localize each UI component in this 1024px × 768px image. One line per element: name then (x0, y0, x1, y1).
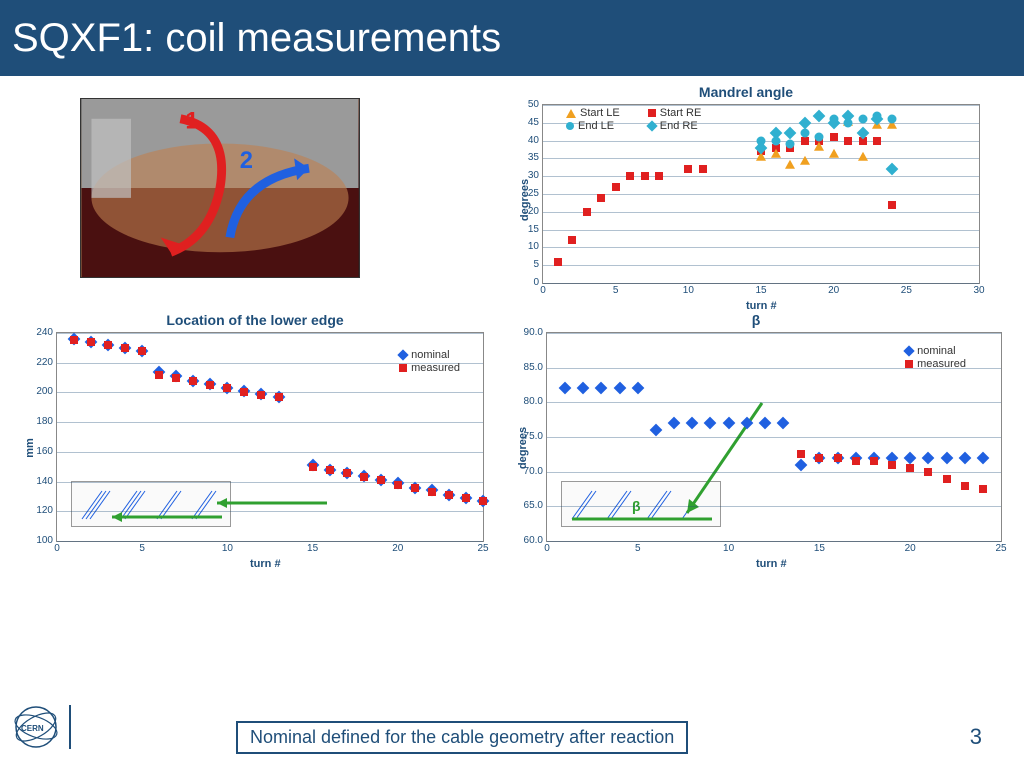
edge-ylabel: mm (24, 438, 36, 458)
mandrel-angle-chart: Mandrel angle 05101520253035404550051015… (506, 84, 986, 284)
beta-chart: β β 60.065.070.075.080.085.090.005101520… (506, 312, 1006, 542)
edge-inset (71, 481, 231, 527)
beta-title: β (506, 312, 1006, 328)
annotation-1: 1 (185, 109, 198, 135)
coil-photo: 1 2 (80, 98, 360, 278)
svg-text:CERN: CERN (21, 724, 44, 733)
beta-ylabel: degrees (517, 427, 529, 469)
page-title: SQXF1: coil measurements (0, 0, 1024, 76)
beta-legend: nominalmeasured (905, 344, 966, 371)
edge-title: Location of the lower edge (20, 312, 490, 328)
mandrel-legend: Start LEEnd LEStart REEnd RE (566, 106, 701, 133)
mandrel-xlabel: turn # (746, 300, 777, 312)
beta-xlabel: turn # (756, 558, 787, 570)
content-area: 1 2 Mandrel angle 0510152025303540455005… (0, 76, 1024, 768)
annotation-2: 2 (240, 148, 253, 174)
page-number: 3 (970, 724, 982, 750)
edge-legend: nominalmeasured (399, 348, 460, 375)
mandrel-ylabel: degrees (519, 179, 531, 221)
edge-xlabel: turn # (250, 558, 281, 570)
cern-logo: CERN (10, 701, 74, 758)
mandrel-title: Mandrel angle (506, 84, 986, 100)
lower-edge-chart: Location of the lower edge 1001201401601… (20, 312, 490, 542)
footer-note: Nominal defined for the cable geometry a… (236, 721, 688, 754)
